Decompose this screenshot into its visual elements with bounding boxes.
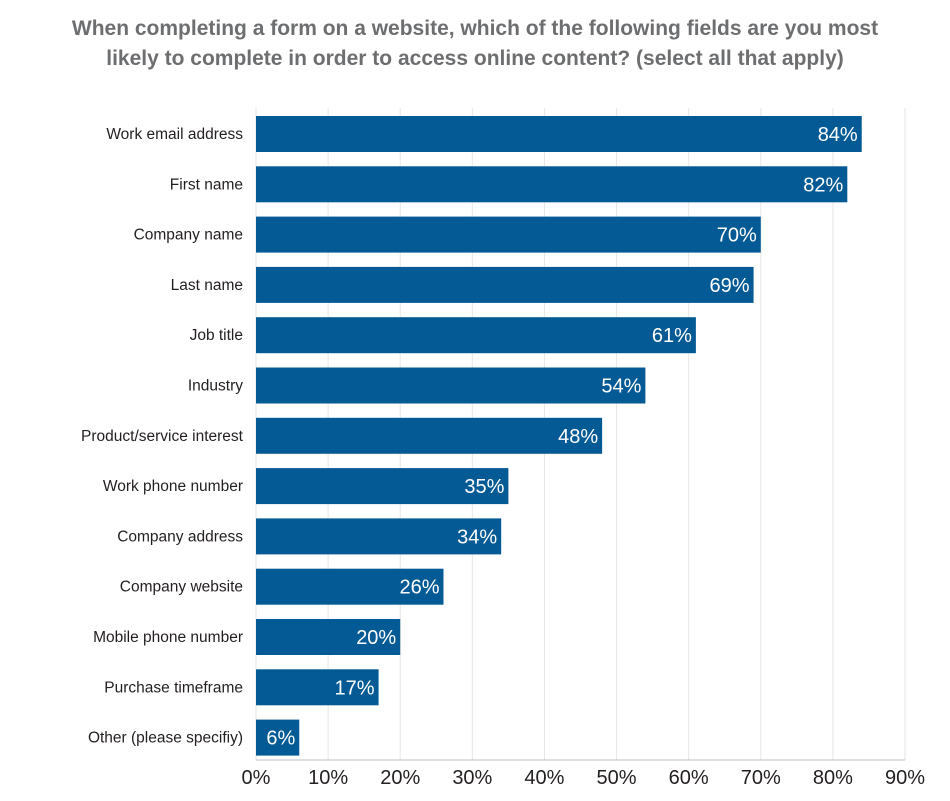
x-tick-label: 60% (669, 767, 709, 789)
x-tick-label: 10% (308, 767, 348, 789)
bar (256, 216, 761, 253)
bar-value-label: 35% (464, 476, 504, 498)
x-tick-label: 70% (741, 767, 781, 789)
category-label: Industry (188, 378, 243, 395)
chart-title: When completing a form on a website, whi… (0, 14, 950, 74)
category-label: Company address (117, 528, 243, 545)
bar (256, 166, 848, 203)
bar-value-label: 34% (457, 526, 497, 548)
category-label: Company website (120, 579, 243, 596)
chart-title-line-2: likely to complete in order to access on… (106, 47, 844, 70)
x-tick-label: 0% (242, 767, 271, 789)
bar-value-label: 61% (652, 325, 692, 347)
category-label: Company name (134, 227, 243, 244)
bar (256, 266, 754, 303)
bar-value-label: 20% (356, 627, 396, 649)
x-tick-label: 20% (380, 767, 420, 789)
bar (256, 417, 603, 454)
category-label: Work email address (106, 126, 243, 143)
bar (256, 317, 696, 354)
bar-value-label: 48% (558, 426, 598, 448)
bar-value-label: 26% (399, 577, 439, 599)
category-label: Job title (190, 327, 243, 344)
chart-title-line-1: When completing a form on a website, whi… (71, 17, 879, 40)
bar (256, 719, 300, 756)
x-tick-label: 50% (597, 767, 637, 789)
bar-value-label: 70% (717, 225, 757, 247)
x-tick-label: 80% (813, 767, 853, 789)
bar (256, 367, 646, 404)
bar (256, 619, 401, 655)
bar-value-label: 17% (335, 677, 375, 699)
category-label: Other (please specifiy) (88, 730, 243, 747)
bar-value-label: 69% (710, 275, 750, 297)
category-label: Last name (171, 277, 243, 294)
bar-value-label: 84% (818, 124, 858, 146)
bar (256, 518, 502, 555)
category-label: Purchase timeframe (104, 679, 243, 696)
x-tick-label: 40% (524, 767, 564, 789)
bar (256, 669, 379, 706)
bar-value-label: 82% (803, 174, 843, 196)
bar (256, 568, 444, 605)
category-label: First name (170, 176, 243, 193)
category-label: Mobile phone number (93, 629, 243, 646)
bar (256, 468, 509, 505)
category-label: Product/service interest (81, 428, 244, 445)
bar-value-label: 54% (601, 376, 641, 398)
bar (256, 116, 862, 152)
bar-value-label: 6% (266, 728, 295, 750)
category-label: Work phone number (103, 478, 243, 495)
x-tick-label: 90% (885, 767, 925, 789)
x-tick-label: 30% (452, 767, 492, 789)
